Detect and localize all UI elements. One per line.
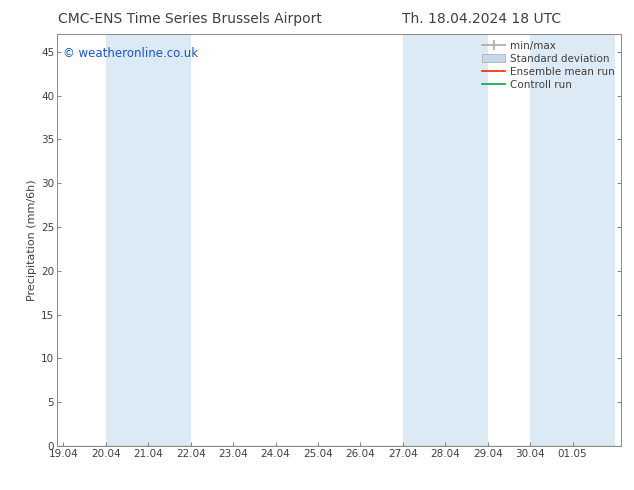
Bar xyxy=(106,34,191,446)
Text: Th. 18.04.2024 18 UTC: Th. 18.04.2024 18 UTC xyxy=(403,12,561,26)
Text: CMC-ENS Time Series Brussels Airport: CMC-ENS Time Series Brussels Airport xyxy=(58,12,322,26)
Y-axis label: Precipitation (mm/6h): Precipitation (mm/6h) xyxy=(27,179,37,301)
Bar xyxy=(403,34,488,446)
Text: © weatheronline.co.uk: © weatheronline.co.uk xyxy=(63,47,198,60)
Bar xyxy=(530,34,615,446)
Legend: min/max, Standard deviation, Ensemble mean run, Controll run: min/max, Standard deviation, Ensemble me… xyxy=(478,36,619,94)
